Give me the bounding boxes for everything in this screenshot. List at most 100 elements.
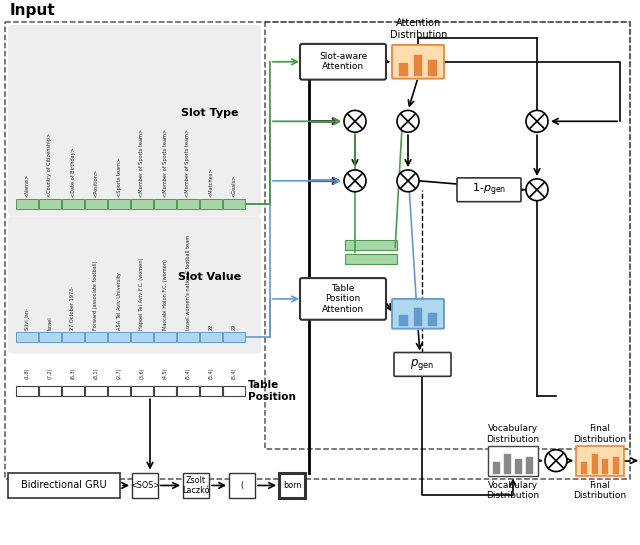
Bar xyxy=(108,332,130,342)
FancyBboxPatch shape xyxy=(394,353,451,376)
Text: <Position>: <Position> xyxy=(93,168,99,197)
Circle shape xyxy=(545,450,567,471)
Bar xyxy=(428,313,436,326)
Text: 1-$p_{\mathrm{gen}}$: 1-$p_{\mathrm{gen}}$ xyxy=(472,181,506,198)
Text: <Matches>: <Matches> xyxy=(209,167,214,197)
Text: (5,4): (5,4) xyxy=(209,368,214,379)
Bar xyxy=(177,386,199,396)
Bar xyxy=(131,199,153,209)
FancyBboxPatch shape xyxy=(392,299,444,329)
Text: (5,4): (5,4) xyxy=(186,368,191,379)
Bar xyxy=(223,332,245,342)
Bar xyxy=(183,473,209,498)
Text: (8,1): (8,1) xyxy=(93,368,99,379)
Bar xyxy=(515,459,522,474)
Text: <Country of Citizenship>: <Country of Citizenship> xyxy=(47,132,52,197)
Bar xyxy=(229,473,255,498)
Bar xyxy=(8,473,120,498)
Bar xyxy=(428,60,436,76)
Text: Slot Value: Slot Value xyxy=(179,272,241,282)
Circle shape xyxy=(344,170,366,192)
Text: Table
Position
Attention: Table Position Attention xyxy=(322,284,364,314)
FancyBboxPatch shape xyxy=(392,45,444,78)
Bar xyxy=(399,63,408,76)
Bar xyxy=(85,199,107,209)
FancyBboxPatch shape xyxy=(8,25,261,216)
Bar xyxy=(85,332,107,342)
Bar xyxy=(39,332,61,342)
Bar xyxy=(413,55,422,76)
Bar xyxy=(526,457,532,474)
Text: (3,6): (3,6) xyxy=(140,368,145,379)
Text: Bidirectional GRU: Bidirectional GRU xyxy=(21,481,107,490)
Bar xyxy=(131,332,153,342)
Bar xyxy=(581,462,588,474)
Text: Silvi Jan-: Silvi Jan- xyxy=(24,308,29,330)
Circle shape xyxy=(526,111,548,132)
Bar xyxy=(200,386,222,396)
Text: <Date of Birthday>: <Date of Birthday> xyxy=(70,147,76,197)
Text: Final
Distribution: Final Distribution xyxy=(573,425,627,444)
FancyBboxPatch shape xyxy=(300,278,386,320)
Bar xyxy=(612,457,619,474)
Text: Input: Input xyxy=(10,3,56,18)
Circle shape xyxy=(397,170,419,192)
Bar xyxy=(39,386,61,396)
Text: Vocabulary
Distribution: Vocabulary Distribution xyxy=(486,481,540,500)
Text: Attention
Distribution: Attention Distribution xyxy=(390,19,448,40)
Text: (7,2): (7,2) xyxy=(47,368,52,379)
FancyBboxPatch shape xyxy=(457,178,521,202)
Bar xyxy=(5,22,630,479)
Text: Zsolt
Laczkó: Zsolt Laczkó xyxy=(182,476,210,495)
Bar xyxy=(177,332,199,342)
FancyBboxPatch shape xyxy=(8,216,261,354)
Bar xyxy=(132,473,158,498)
Text: born: born xyxy=(283,481,301,490)
Bar xyxy=(16,199,38,209)
Text: (6,3): (6,3) xyxy=(70,368,76,379)
Text: <SOS>: <SOS> xyxy=(130,481,160,490)
Text: Vocabulary
Distribution: Vocabulary Distribution xyxy=(486,425,540,444)
Bar xyxy=(602,459,609,474)
Text: Slot-aware
Attention: Slot-aware Attention xyxy=(319,52,367,71)
Bar xyxy=(108,386,130,396)
Text: 22: 22 xyxy=(209,323,214,330)
Bar xyxy=(265,22,630,449)
Bar xyxy=(413,308,422,326)
Bar xyxy=(154,386,176,396)
Bar xyxy=(399,315,408,326)
Text: Maccabi Holon F.C. (women): Maccabi Holon F.C. (women) xyxy=(163,259,168,330)
Bar xyxy=(177,199,199,209)
Bar xyxy=(131,386,153,396)
Text: (4,5): (4,5) xyxy=(163,368,168,379)
Bar xyxy=(39,199,61,209)
Text: <Sports team>: <Sports team> xyxy=(116,158,122,197)
Text: <Member of Sports team>: <Member of Sports team> xyxy=(186,129,191,197)
Circle shape xyxy=(526,179,548,201)
Bar xyxy=(108,199,130,209)
FancyBboxPatch shape xyxy=(300,44,386,80)
Bar xyxy=(493,462,500,474)
Bar xyxy=(62,199,84,209)
Circle shape xyxy=(397,111,419,132)
Bar xyxy=(223,199,245,209)
Text: (: ( xyxy=(241,481,243,490)
Bar xyxy=(279,473,305,498)
Circle shape xyxy=(344,111,366,132)
Text: Slot Type: Slot Type xyxy=(181,108,239,118)
Text: Hapoel Tel Aviv F.C. (women): Hapoel Tel Aviv F.C. (women) xyxy=(140,257,145,330)
Text: <Name>: <Name> xyxy=(24,173,29,197)
Text: Israel: Israel xyxy=(47,316,52,330)
Text: <Member of Sports team>: <Member of Sports team> xyxy=(163,129,168,197)
Text: <Goals>: <Goals> xyxy=(232,174,237,197)
Text: ASA Tel Aviv University: ASA Tel Aviv University xyxy=(116,272,122,330)
Bar xyxy=(576,446,624,476)
Text: 29: 29 xyxy=(232,323,237,330)
Bar xyxy=(488,446,538,476)
Bar xyxy=(154,332,176,342)
Bar xyxy=(345,240,397,250)
Text: Table
Position: Table Position xyxy=(248,380,296,402)
Bar xyxy=(345,255,397,264)
Text: Forward (associate football): Forward (associate football) xyxy=(93,260,99,330)
Text: <Member of Sports team>: <Member of Sports team> xyxy=(140,129,145,197)
